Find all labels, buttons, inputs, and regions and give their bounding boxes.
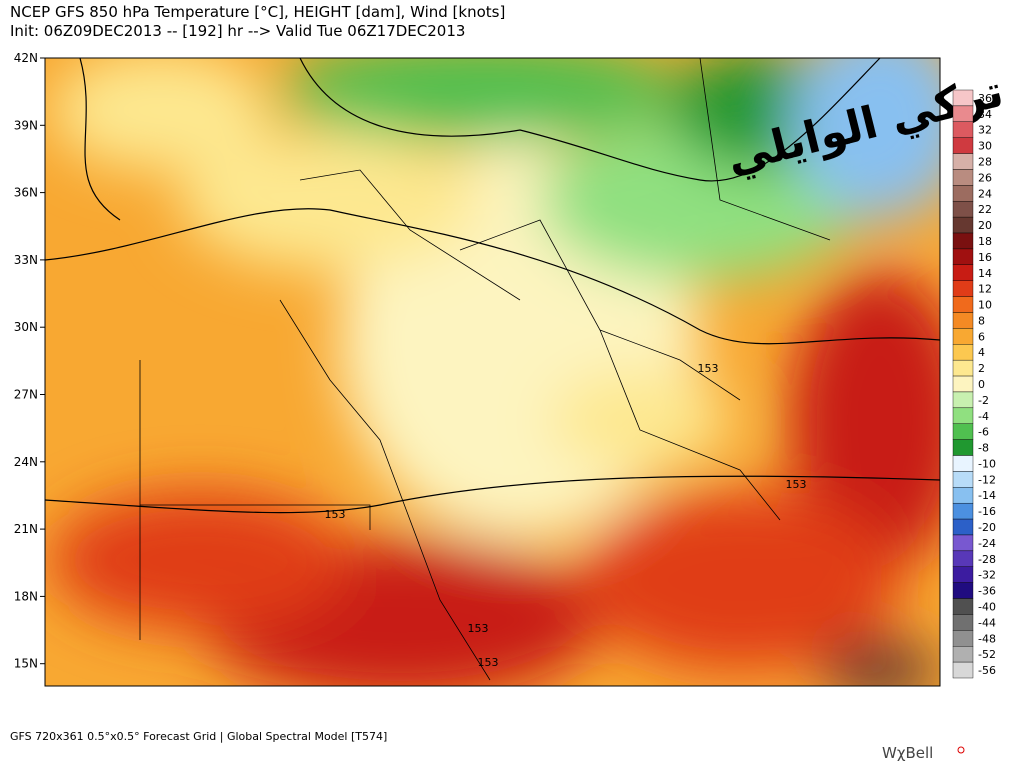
colorbar-swatch: [952, 232, 974, 250]
colorbar-label: -24: [978, 537, 996, 550]
colorbar-swatch: [952, 423, 974, 440]
colorbar-label: -16: [978, 505, 996, 518]
colorbar-swatch: [952, 566, 974, 583]
colorbar-label: -6: [978, 426, 989, 439]
colorbar-label: 16: [978, 251, 992, 264]
latitude-label: 39N: [14, 118, 38, 132]
latitude-label: 42N: [14, 51, 38, 65]
colorbar-swatch: [952, 312, 974, 329]
colorbar-label: 8: [978, 314, 985, 327]
contour-label: 153: [325, 508, 346, 521]
colorbar-swatch: [952, 407, 974, 424]
map-frame: [44, 57, 941, 687]
colorbar-label: -52: [978, 648, 996, 661]
colorbar-label: 2: [978, 362, 985, 375]
colorbar-swatch: [952, 137, 974, 154]
temperature-field: [45, 58, 940, 686]
colorbar-label: 22: [978, 203, 992, 216]
colorbar-label: -20: [978, 521, 996, 534]
colorbar-label: 4: [978, 346, 985, 359]
latitude-label: 33N: [14, 253, 38, 267]
colorbar-label: -12: [978, 473, 996, 486]
colorbar-label: 18: [978, 235, 992, 248]
colorbar-swatch: [952, 280, 974, 297]
colorbar-swatch: [952, 359, 974, 377]
contour-label: 153: [786, 478, 807, 491]
colorbar-label: 20: [978, 219, 992, 232]
colorbar-swatch: [952, 455, 974, 472]
latitude-label: 18N: [14, 589, 38, 603]
map-subtitle: Init: 06Z09DEC2013 -- [192] hr --> Valid…: [10, 22, 465, 40]
colorbar-swatch: [952, 264, 974, 281]
colorbar-swatch: [952, 248, 974, 266]
latitude-label: 15N: [14, 657, 38, 671]
colorbar-swatch: [952, 89, 974, 107]
colorbar-swatch: [952, 185, 974, 202]
colorbar-label: 10: [978, 299, 992, 312]
colorbar-swatch: [952, 487, 974, 504]
colorbar-swatch: [952, 550, 974, 567]
colorbar-label: 30: [978, 140, 992, 153]
colorbar-swatch: [952, 518, 974, 536]
colorbar-swatch: [952, 216, 974, 234]
colorbar-swatch: [952, 328, 974, 345]
latitude-label: 24N: [14, 455, 38, 469]
footer-text: GFS 720x361 0.5°x0.5° Forecast Grid | Gl…: [10, 730, 387, 743]
colorbar-label: 24: [978, 187, 992, 200]
latitude-label: 30N: [14, 320, 38, 334]
colorbar-label: -28: [978, 553, 996, 566]
colorbar-label: 14: [978, 267, 992, 280]
colorbar-swatch: [952, 502, 974, 520]
colorbar-label: 6: [978, 330, 985, 343]
brand: WχBell: [882, 744, 933, 762]
colorbar-swatch: [952, 471, 974, 488]
colorbar-label: -14: [978, 489, 996, 502]
colorbar-label: 26: [978, 171, 992, 184]
colorbar-label: -10: [978, 457, 996, 470]
colorbar-swatch: [952, 630, 974, 647]
colorbar-label: 32: [978, 124, 992, 137]
colorbar-label: -4: [978, 410, 989, 423]
colorbar-label: 0: [978, 378, 985, 391]
colorbar-label: 12: [978, 283, 992, 296]
colorbar-label: -36: [978, 585, 996, 598]
latitude-label: 21N: [14, 522, 38, 536]
map-title: NCEP GFS 850 hPa Temperature [°C], HEIGH…: [10, 3, 505, 21]
colorbar-swatch: [952, 582, 974, 599]
colorbar-swatch: [952, 105, 974, 122]
colorbar-swatch: [952, 344, 974, 361]
colorbar-label: -48: [978, 632, 996, 645]
brand-dot: [957, 746, 965, 754]
colorbar-label: -40: [978, 600, 996, 613]
latitude-label: 27N: [14, 388, 38, 402]
colorbar-label: 28: [978, 156, 992, 169]
colorbar-swatch: [952, 614, 974, 631]
colorbar-swatch: [952, 153, 974, 170]
colorbar-swatch: [952, 121, 974, 138]
colorbar-swatch: [952, 534, 974, 552]
colorbar-label: -8: [978, 442, 989, 455]
colorbar-label: 34: [978, 108, 992, 121]
contour-label: 153: [478, 656, 499, 669]
colorbar-label: -56: [978, 664, 996, 677]
latitude-label: 36N: [14, 186, 38, 200]
colorbar-swatch: [952, 375, 974, 393]
colorbar-swatch: [952, 169, 974, 186]
colorbar-label: -32: [978, 569, 996, 582]
colorbar-swatch: [952, 598, 974, 615]
contour-label: 153: [698, 362, 719, 375]
colorbar-label: -44: [978, 616, 996, 629]
colorbar-swatch: [952, 439, 974, 456]
colorbar-swatch: [952, 646, 974, 663]
colorbar-swatch: [952, 296, 974, 313]
colorbar-label: 36: [978, 92, 992, 105]
colorbar-swatch: [952, 661, 974, 679]
contour-label: 153: [468, 622, 489, 635]
colorbar-swatch: [952, 391, 974, 409]
colorbar-swatch: [952, 201, 974, 218]
colorbar-label: -2: [978, 394, 989, 407]
